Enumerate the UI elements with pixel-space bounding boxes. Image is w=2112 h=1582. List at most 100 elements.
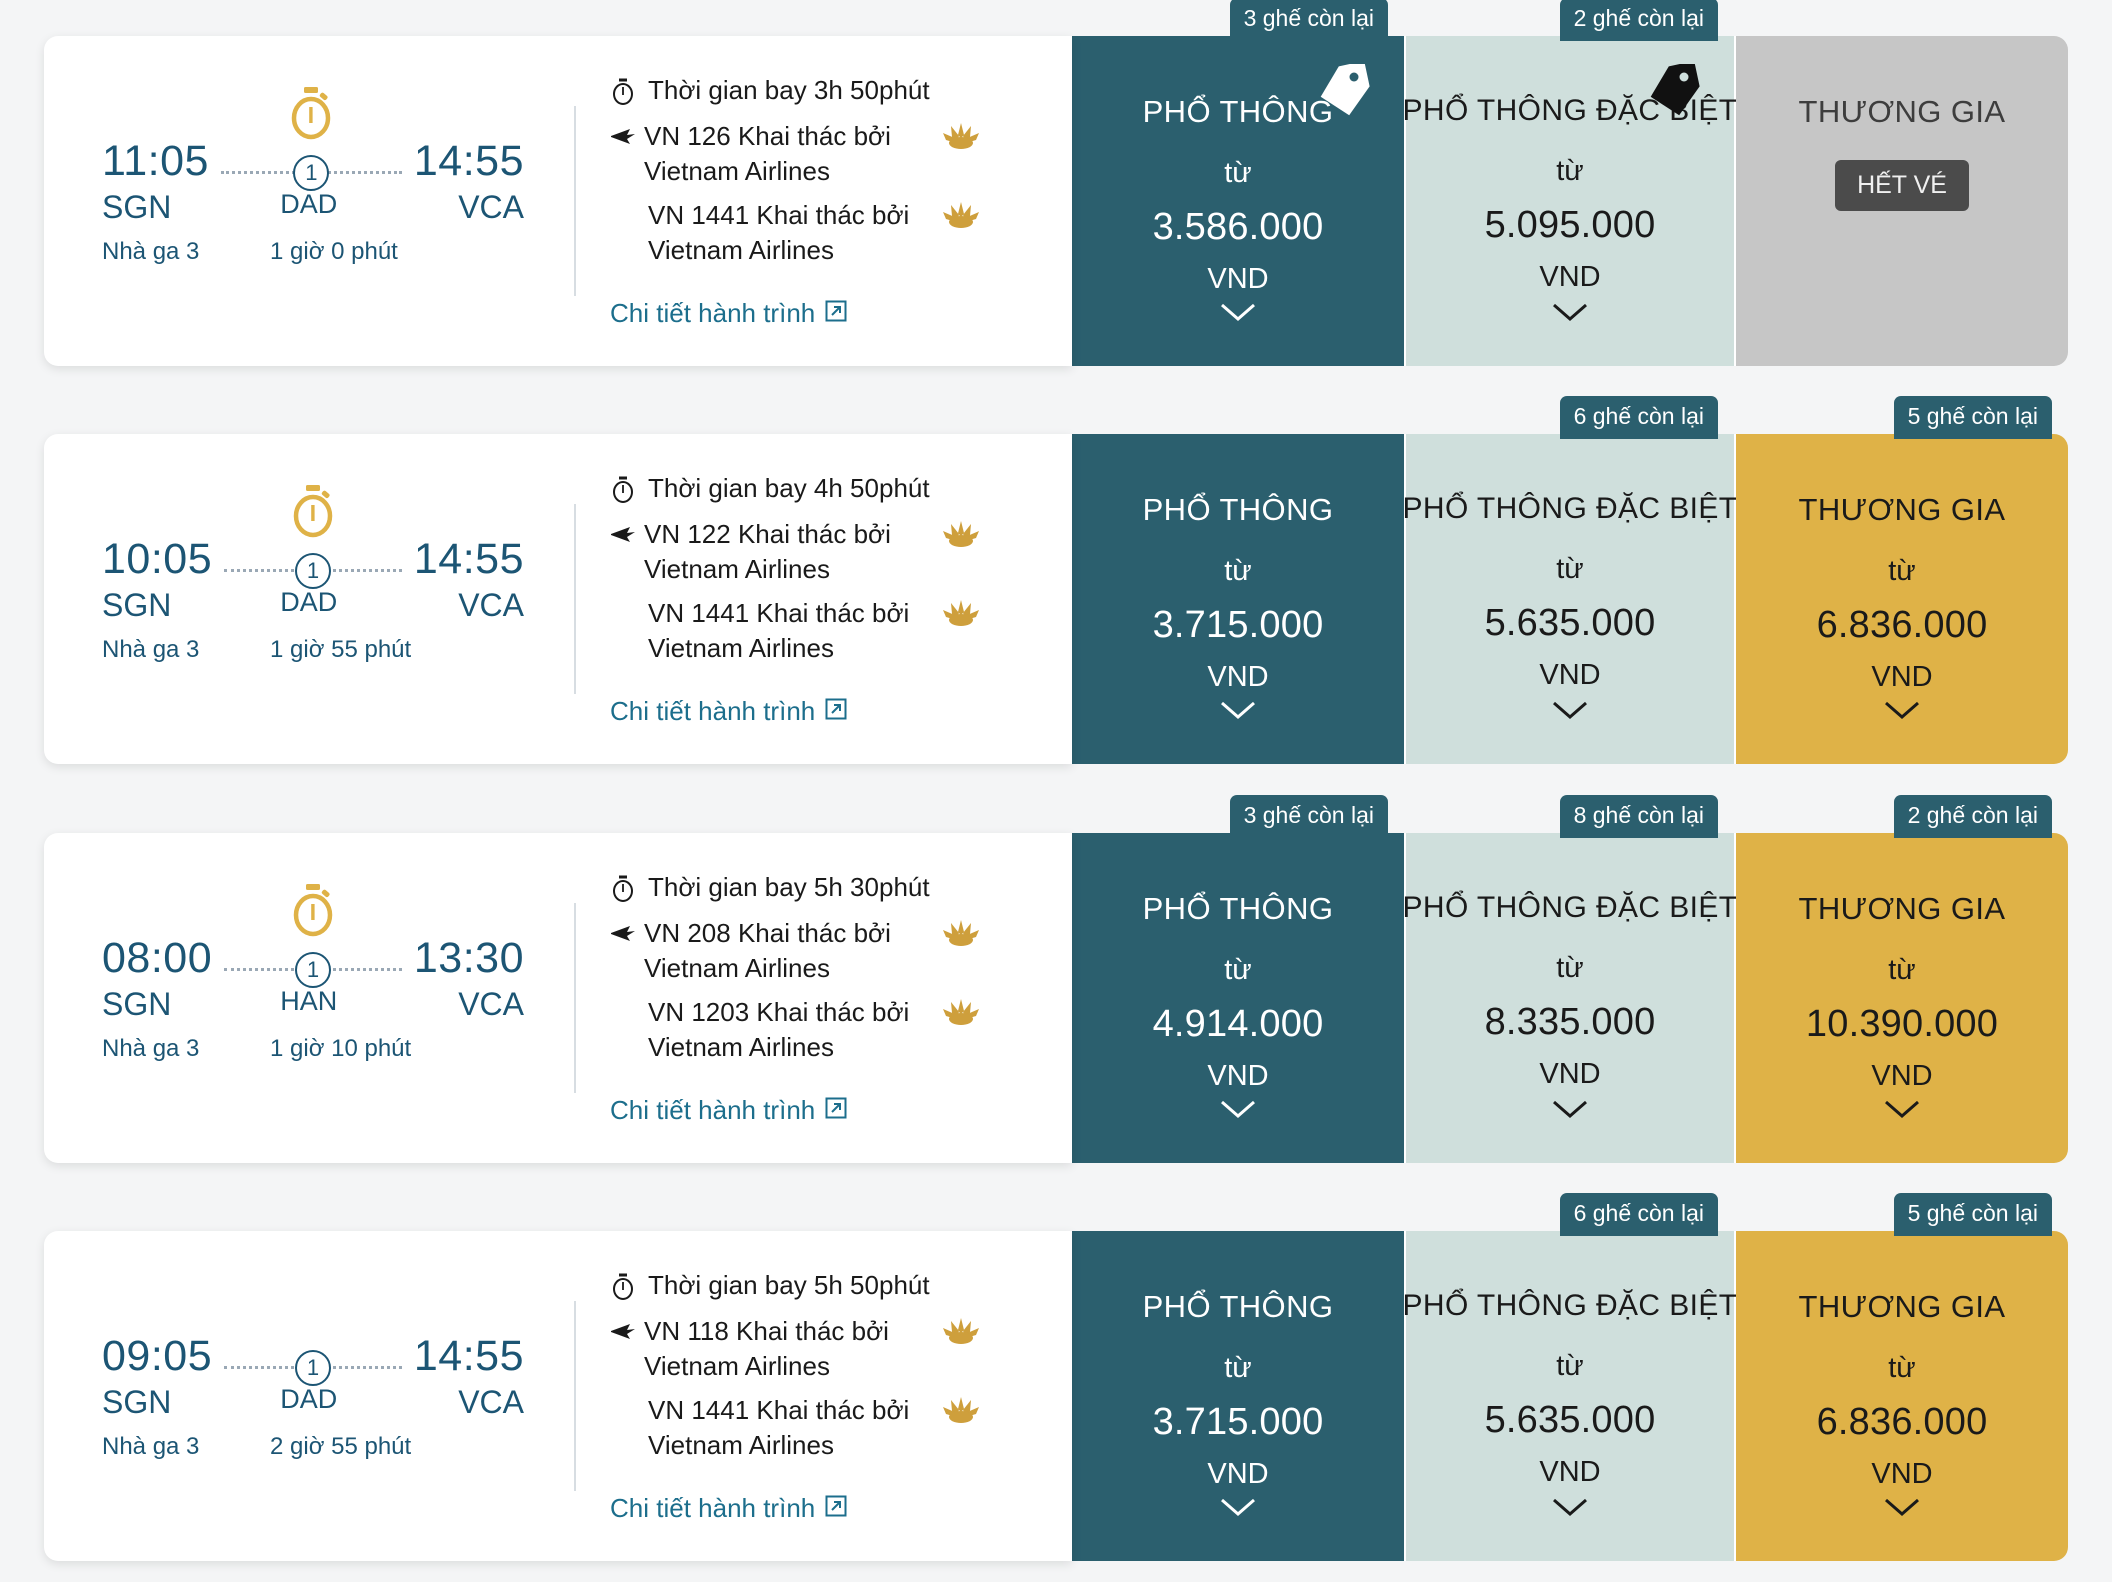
fare-currency: VND [1207, 1458, 1269, 1490]
segment-2-text: VN 1203 Khai thác bởi Vietnam Airlines [648, 996, 910, 1062]
vertical-divider [574, 903, 576, 1093]
segment-1-text: VN 118 Khai thác bởi Vietnam Airlines [644, 1315, 889, 1382]
route-airport-codes: SGN DAD VCA [102, 587, 574, 624]
flight-duration-line: Thời gian bay 5h 50phút [610, 1268, 1048, 1306]
fare-price: 3.586.000 [1152, 206, 1324, 248]
lotus-icon-svg [943, 1396, 979, 1423]
fare-options: 3 ghế còn lại PHỔ THÔNG từ 4.914.000 VND 8 gh… [1072, 795, 2068, 1163]
segment-spacer [610, 995, 648, 1000]
chevron-down-icon-svg [1885, 1100, 1919, 1118]
lotus-icon-svg [943, 599, 979, 626]
flight-duration-text: Thời gian bay 5h 30phút [648, 871, 930, 902]
segment-1-text: VN 208 Khai thác bởi Vietnam Airlines [644, 917, 891, 984]
fare-currency: VND [1207, 263, 1269, 295]
external-link-icon-svg [825, 698, 847, 720]
stop-airport-code: HAN [280, 985, 338, 1016]
route-connector: 1 [220, 86, 402, 191]
layover-duration: 2 giờ 55 phút [270, 1432, 412, 1460]
departure-terminal: Nhà ga 3 [102, 237, 200, 265]
flight-duration-text: Thời gian bay 5h 50phút [648, 1269, 930, 1300]
expand-fare-chevron-icon[interactable] [1883, 699, 1921, 726]
route-times: 10:05 1 14:55 [102, 484, 574, 589]
itinerary-detail-link[interactable]: Chi tiết hành trình [610, 1493, 847, 1524]
expand-fare-chevron-icon[interactable] [1883, 1496, 1921, 1523]
flight-details: Thời gian bay 3h 50phút VN 126 Khai thác… [576, 73, 1072, 329]
fare-option-prem[interactable]: 8 ghế còn lại PHỔ THÔNG ĐẶC BIỆT từ 8.335.0… [1402, 795, 1737, 1163]
chevron-down-icon-svg [1553, 1100, 1587, 1118]
vertical-divider [574, 106, 576, 296]
expand-fare-chevron-icon[interactable] [1219, 699, 1257, 726]
fare-from-label: từ [1224, 1352, 1252, 1384]
expand-fare-chevron-icon[interactable] [1551, 301, 1589, 328]
segment-2-text: VN 1441 Khai thác bởi Vietnam Airlines [648, 597, 910, 663]
flight-info-card: 11:05 1 14:55 SGN DAD VCA Nhà ga 3 1 giờ… [44, 36, 1072, 366]
depart-airport-code: SGN [102, 1383, 172, 1420]
flight-result-row: 11:05 1 14:55 SGN DAD VCA Nhà ga 3 1 giờ… [44, 0, 2068, 366]
expand-fare-chevron-icon[interactable] [1219, 1098, 1257, 1125]
expand-fare-chevron-icon[interactable] [1219, 301, 1257, 328]
fare-option-prem[interactable]: 2 ghế còn lại PHỔ THÔNG ĐẶC BIỆT từ 5.095.… [1402, 0, 1737, 366]
expand-fare-chevron-icon[interactable] [1551, 1496, 1589, 1523]
fare-class-name: PHỔ THÔNG [1142, 891, 1334, 926]
fare-option-prem[interactable]: 6 ghế còn lại PHỔ THÔNG ĐẶC BIỆT từ 5.635.0… [1402, 1193, 1737, 1561]
itinerary-detail-link[interactable]: Chi tiết hành trình [610, 1095, 847, 1126]
fare-price: 6.836.000 [1816, 1401, 1988, 1443]
arrive-airport-code: VCA [458, 188, 524, 225]
arrive-time: 14:55 [413, 136, 524, 185]
itinerary-detail-link[interactable]: Chi tiết hành trình [610, 696, 847, 727]
arrive-time: 14:55 [413, 534, 524, 583]
fare-option-biz[interactable]: 5 ghế còn lại THƯƠNG GIA từ 6.836.000 VND [1736, 396, 2068, 764]
seats-left-badge: 6 ghế còn lại [1559, 396, 1718, 439]
plane-icon [610, 1314, 648, 1346]
depart-time: 10:05 [102, 534, 213, 583]
flight-segment-line: VN 122 Khai thác bởi Vietnam Airlines [610, 517, 1048, 588]
layover-duration: 1 giờ 0 phút [270, 237, 398, 265]
stop-count-badge: 1 [295, 1349, 331, 1386]
fare-option-eco[interactable]: 3 ghế còn lại PHỔ THÔNG từ 4.914.000 VND [1072, 795, 1404, 1163]
vertical-divider [574, 1301, 576, 1491]
stop-count-badge: 1 [295, 951, 331, 988]
fare-class-name: THƯƠNG GIA [1798, 94, 2006, 129]
fare-option-prem[interactable]: 6 ghế còn lại PHỔ THÔNG ĐẶC BIỆT từ 5.635.0… [1402, 396, 1737, 764]
expand-fare-chevron-icon[interactable] [1551, 1098, 1589, 1125]
layover-duration: 1 giờ 55 phút [270, 635, 412, 663]
expand-fare-chevron-icon[interactable] [1883, 1098, 1921, 1125]
fare-option-eco[interactable]: 3 ghế còn lại PHỔ THÔNG từ 3.586.000 VND [1072, 0, 1404, 366]
fare-option-eco[interactable]: PHỔ THÔNG từ 3.715.000 VND [1072, 1231, 1404, 1561]
expand-fare-chevron-icon[interactable] [1219, 1496, 1257, 1523]
clock-icon-svg [613, 875, 633, 902]
expand-fare-chevron-icon[interactable] [1551, 699, 1589, 726]
itinerary-detail-label: Chi tiết hành trình [610, 298, 816, 329]
flight-segment-line: VN 208 Khai thác bởi Vietnam Airlines [610, 916, 1048, 987]
fare-class-name: PHỔ THÔNG [1142, 94, 1334, 129]
clock-icon-svg [613, 1273, 633, 1300]
segment-1-text: VN 122 Khai thác bởi Vietnam Airlines [644, 518, 891, 585]
external-link-icon-svg [825, 1495, 847, 1517]
itinerary-detail-label: Chi tiết hành trình [610, 1493, 816, 1524]
flight-info-card: 08:00 1 13:30 SGN HAN VCA Nhà ga 3 1 giờ… [44, 833, 1072, 1163]
depart-airport-code: SGN [102, 586, 172, 623]
fare-price: 6.836.000 [1816, 604, 1988, 646]
external-link-icon [825, 696, 847, 727]
fare-option-biz[interactable]: 5 ghế còn lại THƯƠNG GIA từ 6.836.000 VND [1736, 1193, 2068, 1561]
clock-icon-svg [613, 476, 633, 503]
flight-segment-line: VN 1203 Khai thác bởi Vietnam Airlines [610, 995, 1048, 1066]
fare-from-label: từ [1556, 553, 1584, 585]
flight-info-card: 09:05 1 14:55 SGN DAD VCA Nhà ga 3 2 giờ… [44, 1231, 1072, 1561]
fare-option-eco[interactable]: PHỔ THÔNG từ 3.715.000 VND [1072, 434, 1404, 764]
stopwatch-icon-svg [293, 484, 333, 537]
fare-price: 5.635.000 [1484, 602, 1656, 644]
fare-options: PHỔ THÔNG từ 3.715.000 VND 6 ghế còn lại PHỔ … [1072, 1193, 2068, 1561]
price-tag-icon [1644, 60, 1702, 123]
clock-icon [610, 471, 648, 509]
price-tag-icon-svg [1320, 60, 1370, 116]
seats-left-badge: 2 ghế còn lại [1559, 0, 1718, 41]
fare-option-biz[interactable]: 2 ghế còn lại THƯƠNG GIA từ 10.390.000 VND [1736, 795, 2068, 1163]
arrive-time: 13:30 [413, 933, 524, 982]
itinerary-detail-link[interactable]: Chi tiết hành trình [610, 298, 847, 329]
route-subinfo: Nhà ga 3 1 giờ 0 phút [102, 238, 574, 266]
arrive-time: 14:55 [413, 1331, 524, 1380]
route-summary: 10:05 1 14:55 SGN DAD VCA Nhà ga 3 1 giờ… [44, 484, 574, 664]
route-summary: 08:00 1 13:30 SGN HAN VCA Nhà ga 3 1 giờ… [44, 883, 574, 1063]
lotus-icon-svg [943, 1317, 979, 1344]
